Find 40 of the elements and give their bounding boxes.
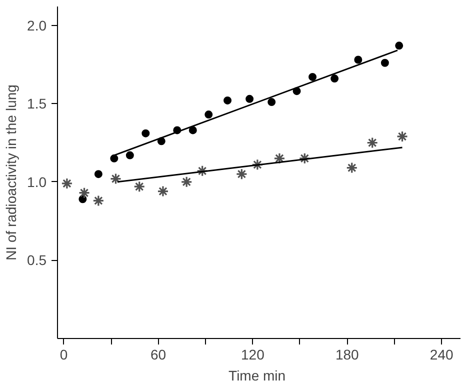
point xyxy=(134,180,146,192)
point xyxy=(92,194,104,206)
point xyxy=(268,98,276,106)
x-tick-label: 240 xyxy=(430,346,454,362)
point xyxy=(330,74,339,83)
point xyxy=(252,158,264,170)
point xyxy=(246,94,254,103)
point xyxy=(354,56,362,64)
x-axis-title: Time min xyxy=(228,368,286,384)
text: 1.0 xyxy=(27,174,47,190)
point xyxy=(396,130,408,142)
x-tick-label: 60 xyxy=(150,346,166,362)
y-tick-label: 1.5 xyxy=(27,96,47,112)
point xyxy=(196,165,208,177)
point xyxy=(126,151,134,160)
point xyxy=(380,58,389,67)
y-axis-title: NI of radioactivity in the lung xyxy=(3,84,20,260)
point xyxy=(224,96,232,104)
point xyxy=(236,168,248,180)
point xyxy=(395,42,404,50)
point xyxy=(308,72,317,81)
y-tick-label: 0.5 xyxy=(27,252,47,268)
point xyxy=(78,187,90,199)
point xyxy=(110,172,122,185)
x-tick-label: 0 xyxy=(60,346,68,362)
text: 2.0 xyxy=(27,17,47,34)
point xyxy=(61,178,73,190)
point xyxy=(204,110,213,119)
point xyxy=(94,170,102,178)
x-tick-label: 180 xyxy=(335,346,360,362)
point xyxy=(142,129,150,138)
point xyxy=(180,176,192,188)
point xyxy=(366,136,378,149)
point xyxy=(188,126,197,134)
point xyxy=(110,154,118,162)
point xyxy=(157,185,169,198)
point xyxy=(346,162,358,174)
point xyxy=(298,152,310,164)
point xyxy=(274,152,286,164)
x-tick-label: 120 xyxy=(241,346,265,362)
